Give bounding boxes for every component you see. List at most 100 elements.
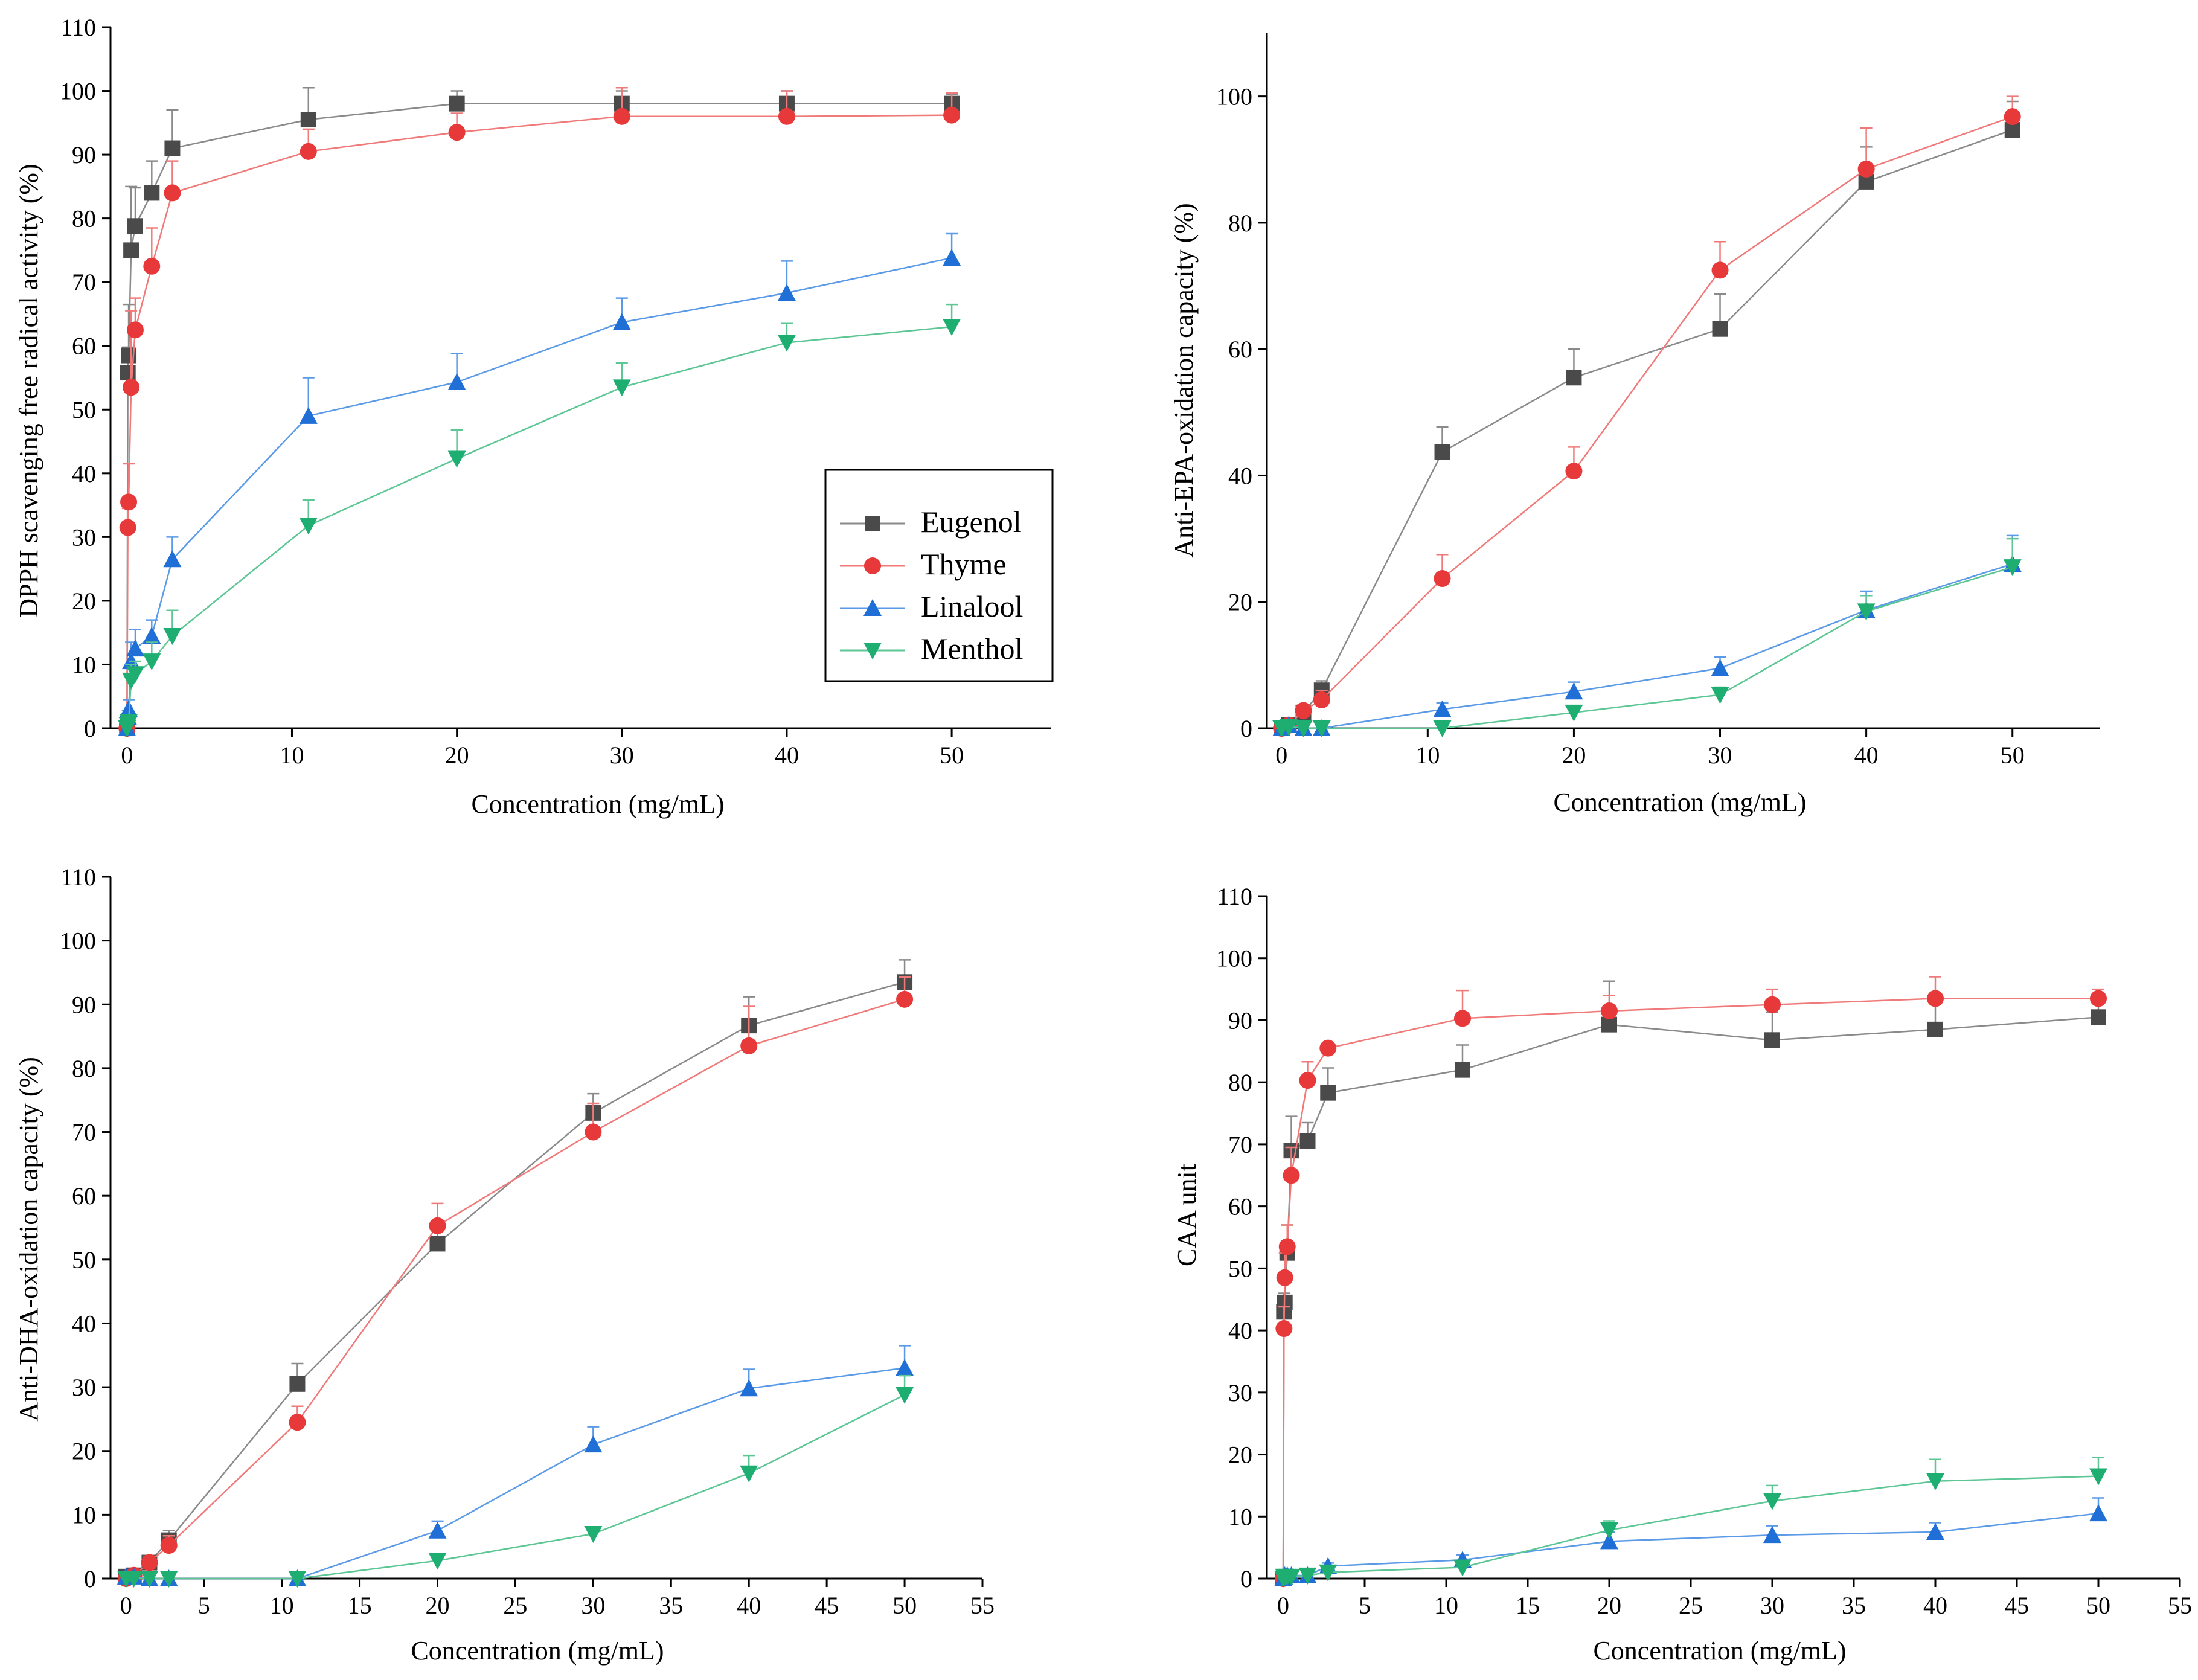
y-tick-label: 50 xyxy=(72,396,96,423)
x-tick-label: 20 xyxy=(426,1592,450,1619)
y-tick-label: 80 xyxy=(1228,1069,1252,1096)
data-point-thyme xyxy=(2004,108,2021,126)
y-tick-label: 50 xyxy=(72,1246,96,1274)
y-axis-title: CAA unit xyxy=(1172,1164,1202,1266)
y-tick-label: 60 xyxy=(72,333,96,360)
data-point-linalool xyxy=(1600,1532,1618,1550)
data-point-eugenol xyxy=(144,185,160,201)
data-point-menthol xyxy=(1298,1567,1317,1585)
data-point-eugenol xyxy=(127,218,143,234)
x-tick-label: 15 xyxy=(348,1592,372,1619)
data-point-thyme xyxy=(1319,1039,1337,1057)
x-tick-label: 0 xyxy=(1275,742,1287,769)
data-point-menthol xyxy=(124,1571,143,1588)
x-tick-label: 10 xyxy=(1415,742,1440,769)
x-tick-label: 55 xyxy=(970,1592,995,1619)
data-point-linalool xyxy=(447,373,466,390)
data-point-thyme xyxy=(740,1037,758,1054)
data-point-eugenol xyxy=(1320,1085,1336,1101)
data-point-menthol xyxy=(1319,1564,1338,1582)
data-point-thyme xyxy=(2090,990,2107,1007)
data-point-linalool xyxy=(1433,700,1452,717)
legend-marker-thyme xyxy=(864,557,881,574)
x-tick-label: 45 xyxy=(2005,1592,2029,1619)
data-point-menthol xyxy=(163,627,182,645)
x-tick-label: 20 xyxy=(1597,1592,1621,1619)
x-tick-label: 30 xyxy=(1708,742,1732,769)
y-tick-label: 30 xyxy=(72,1374,96,1401)
data-point-linalool xyxy=(777,284,796,301)
y-tick-label: 20 xyxy=(72,1438,96,1465)
data-point-thyme xyxy=(1434,570,1451,588)
data-point-menthol xyxy=(943,319,961,336)
y-tick-label: 100 xyxy=(60,78,96,105)
data-point-menthol xyxy=(1711,687,1729,704)
x-tick-label: 50 xyxy=(2086,1592,2110,1619)
y-tick-label: 90 xyxy=(72,141,96,168)
series-linalool xyxy=(1274,1497,2107,1586)
data-point-thyme xyxy=(164,184,181,202)
y-tick-label: 20 xyxy=(1228,1441,1252,1469)
x-axis-title: Concentration (mg/mL) xyxy=(1553,787,1806,817)
data-point-linalool xyxy=(163,550,182,568)
data-point-menthol xyxy=(1282,1568,1301,1586)
x-tick-label: 15 xyxy=(1516,1592,1540,1619)
series-menthol xyxy=(1272,537,2022,737)
y-tick-label: 60 xyxy=(1228,1193,1252,1220)
x-tick-label: 30 xyxy=(581,1592,605,1619)
data-point-linalool xyxy=(943,249,961,266)
y-tick-label: 90 xyxy=(1228,1007,1252,1034)
x-tick-label: 0 xyxy=(1277,1592,1289,1619)
series-line-thyme xyxy=(1281,115,2013,729)
data-point-menthol xyxy=(1433,720,1452,737)
data-point-eugenol xyxy=(429,1236,446,1252)
y-tick-label: 80 xyxy=(72,205,96,232)
y-tick-label: 30 xyxy=(1228,1379,1252,1406)
x-tick-label: 40 xyxy=(1854,742,1879,769)
data-point-menthol xyxy=(288,1571,307,1588)
series-line-menthol xyxy=(126,1394,905,1580)
y-tick-label: 60 xyxy=(72,1182,96,1210)
y-tick-label: 70 xyxy=(1228,1131,1252,1158)
y-tick-label: 70 xyxy=(72,1119,96,1146)
y-tick-label: 110 xyxy=(1217,883,1252,910)
y-tick-label: 60 xyxy=(1228,336,1252,363)
x-tick-label: 10 xyxy=(1434,1592,1458,1619)
data-point-eugenol xyxy=(1927,1021,1943,1037)
data-point-thyme xyxy=(120,493,138,511)
data-point-eugenol xyxy=(1566,370,1582,386)
x-tick-label: 10 xyxy=(270,1592,294,1619)
data-point-linalool xyxy=(143,626,161,644)
x-tick-label: 40 xyxy=(775,742,799,769)
y-tick-label: 10 xyxy=(72,1501,96,1528)
y-axis-title: DPPH scavenging free radical activity (%… xyxy=(14,164,43,617)
data-point-eugenol xyxy=(1712,321,1728,337)
data-point-thyme xyxy=(1454,1010,1471,1027)
data-point-thyme xyxy=(1857,160,1875,178)
data-point-thyme xyxy=(1565,463,1583,480)
x-tick-label: 25 xyxy=(503,1592,527,1619)
legend: Eugenol Thyme Linalool Menthol xyxy=(824,469,1054,682)
data-point-linalool xyxy=(1565,682,1583,700)
x-tick-label: 20 xyxy=(1562,742,1586,769)
data-point-thyme xyxy=(126,321,144,339)
data-point-menthol xyxy=(740,1465,758,1483)
y-tick-label: 0 xyxy=(1240,715,1252,742)
panel-caa: CAA unit Concentration (mg/mL) 0 5 10 15 20 2… xyxy=(1172,883,2192,1666)
x-tick-label: 20 xyxy=(445,742,469,769)
data-point-eugenol xyxy=(1455,1062,1470,1078)
data-point-menthol xyxy=(120,714,138,731)
x-tick-label: 55 xyxy=(2168,1592,2192,1619)
data-point-thyme xyxy=(123,379,140,396)
data-point-linalool xyxy=(299,406,318,424)
data-point-thyme xyxy=(1299,1072,1316,1089)
data-point-menthol xyxy=(143,653,161,671)
y-tick-label: 0 xyxy=(84,1565,96,1592)
data-point-thyme xyxy=(1283,1167,1300,1184)
series-line-thyme xyxy=(126,998,905,1580)
data-point-thyme xyxy=(943,106,961,124)
y-tick-label: 100 xyxy=(60,928,96,955)
data-point-menthol xyxy=(1453,1559,1472,1577)
data-point-linalool xyxy=(1763,1526,1781,1544)
